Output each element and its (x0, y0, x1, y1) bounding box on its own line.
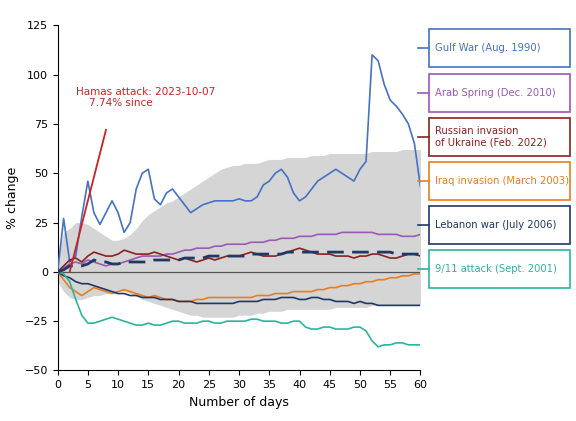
X-axis label: Number of days: Number of days (189, 396, 289, 409)
Text: Russian invasion
of Ukraine (Feb. 2022): Russian invasion of Ukraine (Feb. 2022) (435, 126, 547, 148)
Text: 9/11 attack (Sept. 2001): 9/11 attack (Sept. 2001) (435, 264, 557, 274)
Y-axis label: % change: % change (6, 167, 19, 229)
Text: Hamas attack: 2023-10-07
    7.74% since: Hamas attack: 2023-10-07 7.74% since (76, 86, 215, 108)
Text: Gulf War (Aug. 1990): Gulf War (Aug. 1990) (435, 43, 540, 53)
Text: Lebanon war (July 2006): Lebanon war (July 2006) (435, 220, 556, 230)
Text: Iraq invasion (March 2003): Iraq invasion (March 2003) (435, 176, 569, 186)
Text: Arab Spring (Dec. 2010): Arab Spring (Dec. 2010) (435, 88, 555, 98)
